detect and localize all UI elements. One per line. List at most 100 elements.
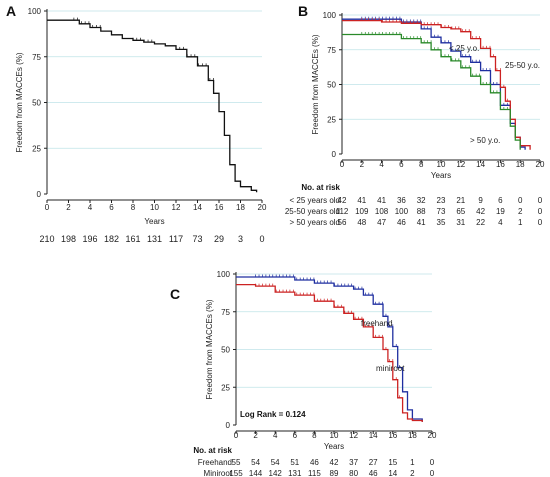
- series-label: > 50 y.o.: [470, 136, 500, 145]
- x-tick-label: 6: [399, 160, 404, 169]
- at-risk-value: 23: [437, 196, 446, 205]
- x-tick-label: 8: [131, 203, 136, 212]
- at-risk-value: 112: [336, 207, 349, 216]
- y-tick-label: 0: [37, 190, 42, 199]
- at-risk-value: 46: [369, 469, 378, 477]
- km-curve-freehand: [236, 276, 423, 422]
- y-tick-label: 75: [327, 46, 336, 55]
- at-risk-value: 0: [259, 234, 264, 244]
- log-rank-annotation: Log Rank = 0.124: [240, 410, 306, 419]
- at-risk-value: 48: [357, 218, 366, 227]
- at-risk-value: 29: [214, 234, 224, 244]
- x-tick-label: 0: [45, 203, 50, 212]
- at-risk-value: 88: [417, 207, 426, 216]
- x-tick-label: 20: [536, 160, 545, 169]
- x-tick-label: 8: [312, 431, 317, 440]
- at-risk-value: 41: [377, 196, 386, 205]
- x-tick-label: 14: [193, 203, 202, 212]
- at-risk-value: 31: [456, 218, 465, 227]
- x-tick-label: 8: [419, 160, 424, 169]
- at-risk-value: 210: [39, 234, 54, 244]
- y-tick-label: 0: [332, 150, 337, 159]
- x-tick-label: 16: [215, 203, 224, 212]
- panel-letter-c: C: [170, 286, 180, 302]
- y-tick-label: 25: [221, 383, 230, 392]
- at-risk-value: 4: [498, 218, 503, 227]
- x-tick-label: 18: [408, 431, 417, 440]
- at-risk-value: 15: [388, 458, 397, 467]
- at-risk-value: 65: [456, 207, 465, 216]
- x-tick-label: 6: [109, 203, 114, 212]
- y-tick-label: 100: [217, 270, 231, 279]
- at-risk-value: 35: [437, 218, 446, 227]
- x-tick-label: 10: [437, 160, 446, 169]
- at-risk-value: 0: [538, 218, 543, 227]
- at-risk-value: 144: [249, 469, 263, 477]
- at-risk-value: 131: [147, 234, 162, 244]
- y-tick-label: 50: [221, 346, 230, 355]
- km-curve-25-50-y-o: [342, 19, 531, 150]
- x-tick-label: 20: [258, 203, 267, 212]
- at-risk-value: 46: [397, 218, 406, 227]
- panel-letter-b: B: [298, 3, 308, 19]
- at-risk-row-label: 25-50 years old: [285, 207, 340, 216]
- at-risk-value: 131: [288, 469, 302, 477]
- x-tick-label: 10: [150, 203, 159, 212]
- x-tick-label: 2: [360, 160, 365, 169]
- y-tick-label: 75: [32, 53, 41, 62]
- x-tick-label: 10: [330, 431, 339, 440]
- x-tick-label: 4: [379, 160, 384, 169]
- series-label: freehand: [361, 319, 393, 328]
- km-curve-miniroot: [236, 283, 423, 422]
- at-risk-value: 47: [377, 218, 386, 227]
- x-axis-label: Years: [144, 217, 164, 226]
- at-risk-value: 37: [349, 458, 358, 467]
- at-risk-value: 182: [104, 234, 119, 244]
- at-risk-value: 9: [478, 196, 483, 205]
- series-label: 25-50 y.o.: [505, 61, 540, 70]
- at-risk-title: No. at risk: [193, 446, 232, 455]
- at-risk-value: 14: [388, 469, 397, 477]
- x-tick-label: 18: [236, 203, 245, 212]
- at-risk-value: 155: [229, 469, 243, 477]
- at-risk-value: 1: [410, 458, 415, 467]
- at-risk-value: 117: [169, 234, 183, 244]
- y-tick-label: 100: [28, 7, 42, 16]
- y-tick-label: 25: [32, 144, 41, 153]
- x-tick-label: 12: [456, 160, 465, 169]
- at-risk-row-label: < 25 years old: [290, 196, 340, 205]
- x-tick-label: 4: [88, 203, 93, 212]
- y-axis-label: Freedom from MACCEs (%): [15, 52, 24, 152]
- at-risk-value: 42: [338, 196, 347, 205]
- series-label: < 25 y.o.: [449, 44, 479, 53]
- at-risk-value: 1: [518, 218, 523, 227]
- at-risk-value: 0: [430, 469, 435, 477]
- at-risk-value: 115: [308, 469, 321, 477]
- at-risk-value: 196: [82, 234, 97, 244]
- at-risk-value: 0: [518, 196, 523, 205]
- at-risk-value: 41: [417, 218, 426, 227]
- y-axis-label: Freedom from MACCEs (%): [205, 299, 214, 399]
- at-risk-value: 54: [271, 458, 280, 467]
- x-tick-label: 0: [340, 160, 345, 169]
- at-risk-row-label: Miniroot: [204, 469, 233, 477]
- y-tick-label: 50: [32, 99, 41, 108]
- series-label: miniroot: [376, 364, 405, 373]
- at-risk-value: 142: [269, 469, 283, 477]
- x-tick-label: 6: [293, 431, 298, 440]
- at-risk-value: 3: [238, 234, 243, 244]
- x-tick-label: 14: [476, 160, 485, 169]
- at-risk-value: 27: [369, 458, 378, 467]
- y-tick-label: 50: [327, 81, 336, 90]
- at-risk-value: 73: [192, 234, 202, 244]
- y-tick-label: 75: [221, 308, 230, 317]
- x-tick-label: 12: [349, 431, 358, 440]
- at-risk-value: 198: [61, 234, 76, 244]
- at-risk-value: 22: [476, 218, 485, 227]
- at-risk-value: 0: [430, 458, 435, 467]
- at-risk-value: 2: [410, 469, 415, 477]
- at-risk-value: 51: [290, 458, 299, 467]
- y-tick-label: 0: [226, 421, 231, 430]
